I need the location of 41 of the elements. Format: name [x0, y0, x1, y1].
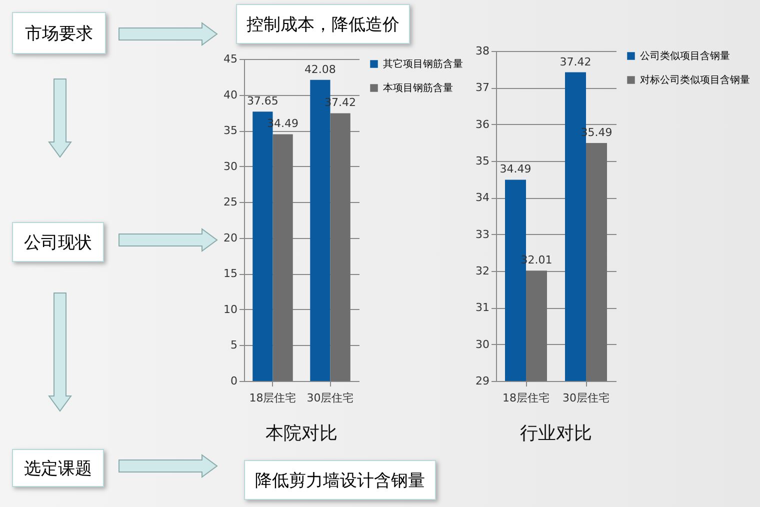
data-label: 37.65	[246, 94, 278, 108]
y-tick-label: 45	[224, 52, 238, 66]
text: 公司现状	[12, 222, 104, 262]
y-tick-label: 36	[476, 118, 490, 131]
y-tick-label: 30	[476, 338, 490, 351]
text: 行业对比	[520, 423, 592, 444]
y-tick-label: 35	[476, 154, 490, 168]
text: 市场要求	[12, 12, 106, 54]
x-tick-label: 30层住宅	[562, 392, 610, 404]
y-tick-label: 38	[476, 44, 490, 58]
legend-label: 本项目钢筋含量	[383, 82, 453, 94]
y-tick-label: 35	[224, 124, 238, 138]
y-tick-label: 5	[230, 338, 238, 352]
y-tick-label: 29	[476, 374, 490, 388]
legend-label: 公司类似项目含钢量	[640, 50, 730, 62]
bar	[330, 113, 350, 381]
data-label: 34.49	[500, 162, 532, 176]
y-tick-label: 40	[224, 88, 238, 102]
y-tick-label: 33	[476, 228, 490, 241]
legend-label: 其它项目钢筋含量	[383, 58, 463, 70]
y-tick-label: 30	[224, 160, 238, 173]
text: 控制成本，降低造价	[236, 4, 410, 44]
y-tick-label: 25	[224, 196, 238, 209]
x-tick-label: 18层住宅	[502, 392, 550, 404]
x-tick-label: 30层住宅	[306, 392, 354, 404]
y-tick-label: 31	[476, 301, 490, 314]
y-tick-label: 0	[230, 374, 238, 388]
y-tick-label: 20	[224, 231, 238, 244]
y-tick-label: 37	[476, 81, 490, 94]
y-tick-label: 10	[224, 302, 238, 316]
y-tick-label: 15	[224, 267, 238, 280]
bar	[272, 134, 293, 381]
x-tick-label: 18层住宅	[249, 392, 296, 404]
y-tick-label: 34	[476, 191, 490, 204]
text: 本院对比	[266, 423, 338, 444]
text: 降低剪力墙设计含钢量	[244, 460, 436, 500]
legend-label: 对标公司类似项目含钢量	[640, 74, 750, 86]
text: 选定课题	[12, 449, 104, 487]
y-tick-label: 32	[476, 264, 490, 278]
data-label: 42.08	[304, 62, 336, 76]
data-label: 37.42	[560, 55, 592, 68]
